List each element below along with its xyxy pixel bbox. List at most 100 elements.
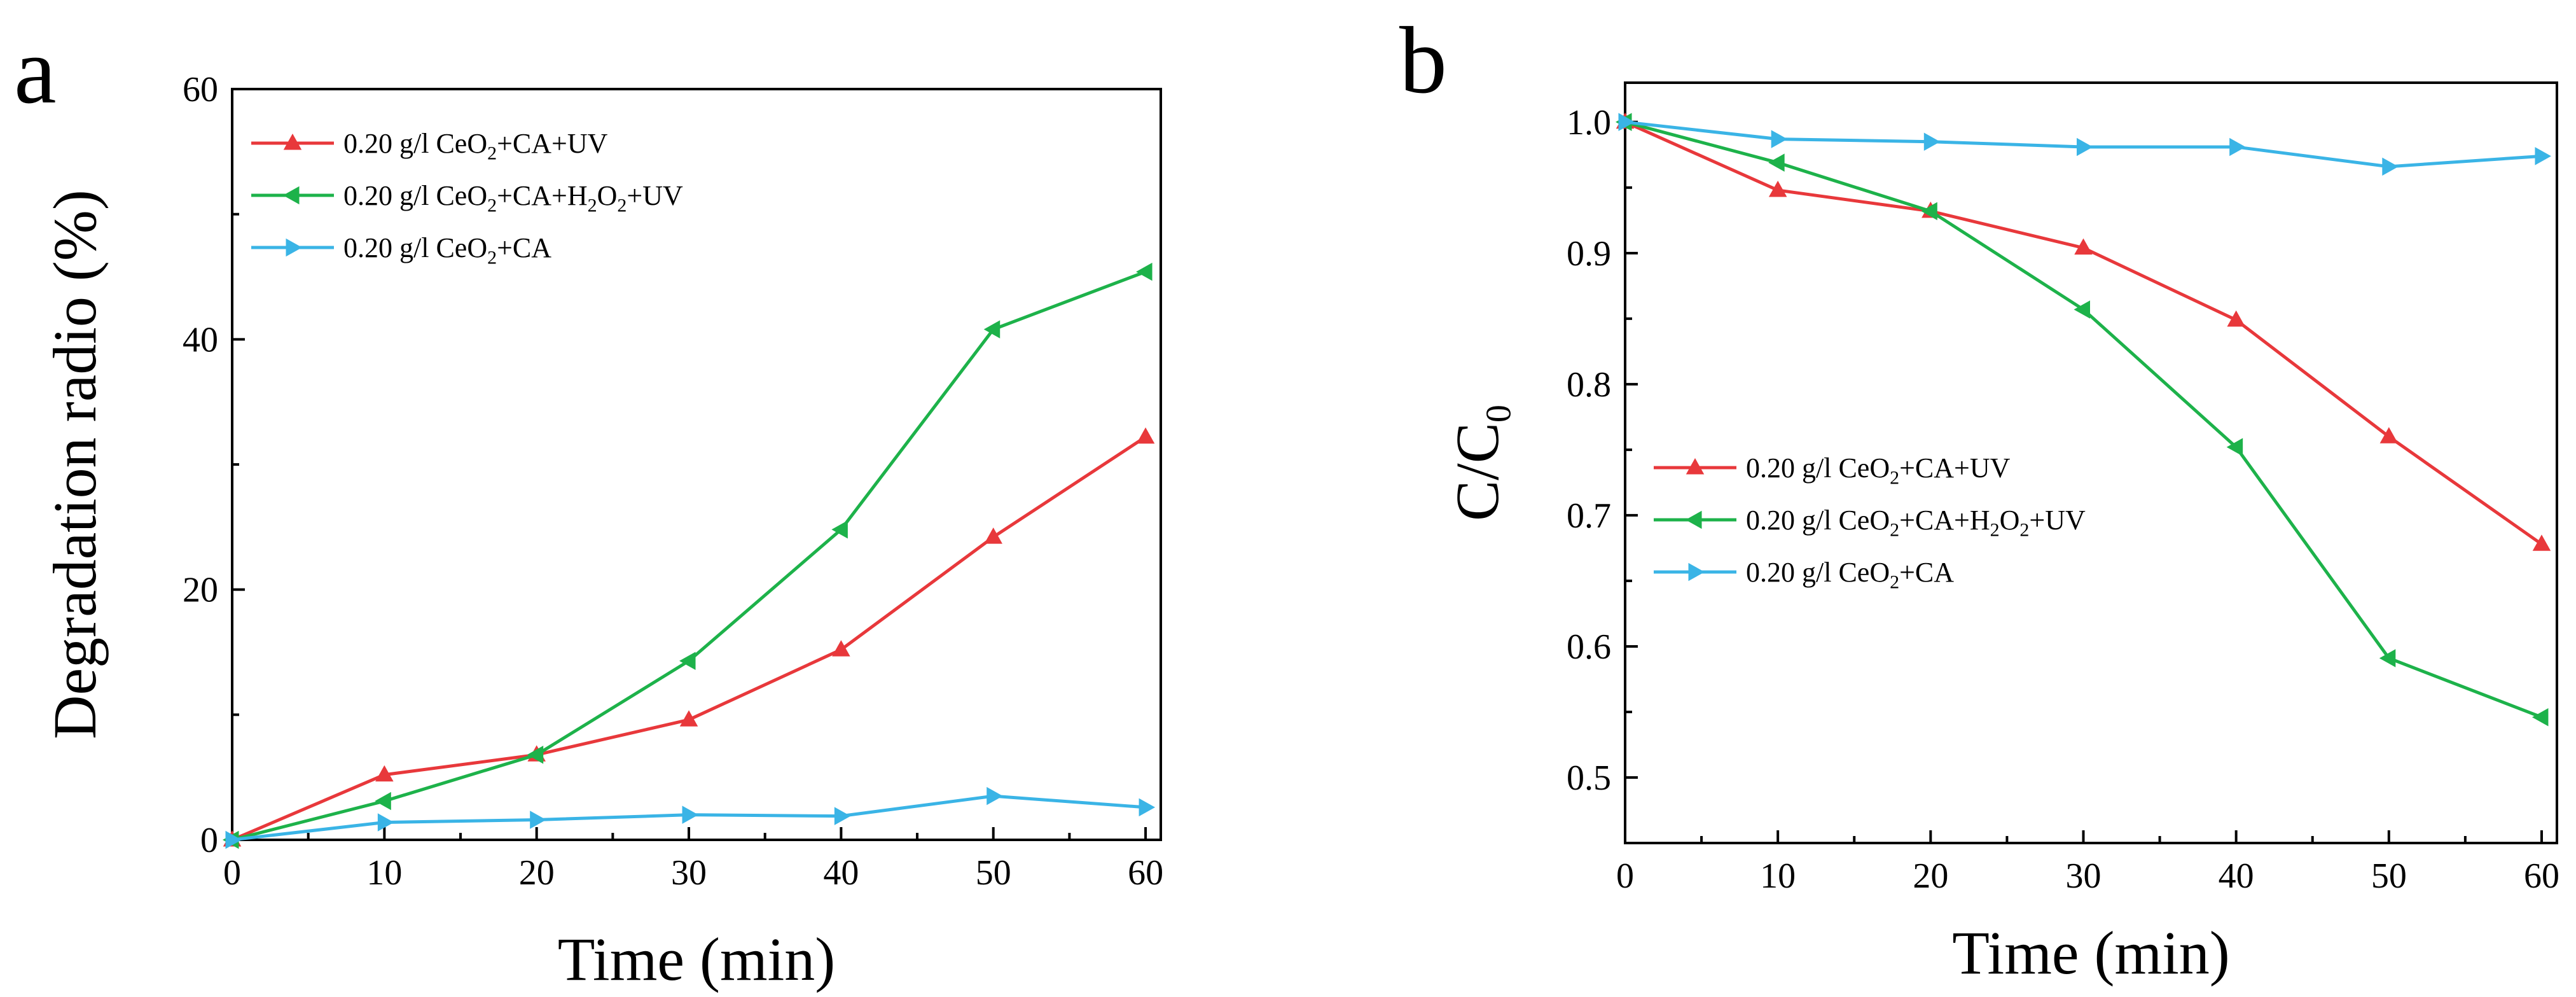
legend-marker <box>286 238 302 257</box>
series-line-1 <box>232 270 1146 842</box>
chart-panel-a: 0 10 20 30 40 50 60 0 20 40 60 Time (min) Degradatio… <box>41 70 1163 993</box>
x-tick-label: 50 <box>2371 856 2407 896</box>
x-axis-title: Time (min) <box>1952 919 2230 987</box>
y-tick-label: 0.8 <box>1567 365 1611 405</box>
data-point <box>377 813 394 832</box>
y-tick-label: 0.5 <box>1567 758 1611 798</box>
y-tick-label: 20 <box>183 571 218 610</box>
data-point <box>2076 137 2093 157</box>
data-point <box>530 811 546 829</box>
data-point <box>984 527 1002 544</box>
x-tick-label: 50 <box>976 853 1011 893</box>
y-tick-label: 0.6 <box>1567 627 1611 667</box>
x-tick-label: 40 <box>2219 856 2254 896</box>
x-tick-label: 30 <box>2065 856 2101 896</box>
legend-entry: 0.20 g/l CeO2+CA+UV <box>1746 452 2011 489</box>
data-point <box>1768 153 1785 172</box>
y-tick-label: 60 <box>183 70 218 109</box>
x-tick-label: 20 <box>1913 856 1948 896</box>
data-point <box>1771 130 1788 148</box>
data-point <box>1139 798 1156 817</box>
legend-entry-part: 2 <box>588 195 597 216</box>
legend-entry-part: O <box>597 180 618 211</box>
data-point <box>1923 132 1941 151</box>
legend-entry-part: +UV <box>627 180 683 211</box>
data-point <box>679 710 698 727</box>
legend-entry-part: 0.20 g/l CeO <box>343 128 487 159</box>
legend-entry-part: 2 <box>487 248 497 268</box>
x-tick-label: 0 <box>223 853 241 893</box>
data-point <box>2229 137 2246 157</box>
data-point <box>2226 438 2243 457</box>
y-axis-title: Degradation radio (%) <box>41 190 109 739</box>
legend-entry-part: 2 <box>1890 520 1899 541</box>
legend-entry-part: 2 <box>487 195 497 216</box>
legend-entry-part: 0.20 g/l CeO <box>1746 452 1890 484</box>
x-tick-label: 40 <box>823 853 859 893</box>
data-point <box>2382 157 2399 176</box>
data-point <box>2379 649 2396 667</box>
data-point <box>2535 147 2551 165</box>
legend-marker <box>1688 562 1705 582</box>
data-point <box>1618 113 1635 132</box>
x-tick-label: 10 <box>366 853 402 893</box>
y-tick-label: 0 <box>200 821 218 860</box>
legend-entry: 0.20 g/l CeO2+CA <box>343 232 551 268</box>
plot-frame <box>1624 81 2558 844</box>
legend-entry-part: 0.20 g/l CeO <box>1746 557 1890 588</box>
legend-entry-part: 2 <box>1990 520 2000 541</box>
x-tick-label: 10 <box>1760 856 1796 896</box>
data-point <box>2074 300 2090 319</box>
series-line-1 <box>1624 120 2542 719</box>
x-axis-title: Time (min) <box>558 925 836 993</box>
legend-marker <box>283 186 300 205</box>
data-point <box>983 320 1001 338</box>
data-point <box>2379 427 2399 443</box>
y-tick-label: 40 <box>183 320 218 359</box>
data-point <box>2227 310 2245 327</box>
legend-entry-part: +CA <box>1899 557 1954 588</box>
y-axis-title-part: 0 <box>1479 405 1519 422</box>
legend-entry-part: O <box>2000 505 2020 536</box>
y-axis-title: C/C0 <box>1443 405 1519 521</box>
legend-entry-part: 0.20 g/l CeO <box>343 180 487 211</box>
legend-entry-part: +CA+H <box>1899 505 1990 536</box>
legend-entry-part: +CA <box>497 232 551 263</box>
data-point <box>375 791 391 811</box>
legend-entry-part: 0.20 g/l CeO <box>1746 505 1890 536</box>
panel-b-label: b <box>1399 8 1447 113</box>
legend-entry-part: 2 <box>1890 468 1899 489</box>
data-point <box>1921 202 1937 221</box>
x-tick-label: 20 <box>519 853 555 893</box>
y-tick-label: 1.0 <box>1567 103 1611 143</box>
legend-entry-part: 2 <box>617 195 627 216</box>
y-axis-title-part: C/C <box>1443 422 1511 521</box>
x-tick-label: 60 <box>2524 856 2559 896</box>
legend-entry-part: +CA+UV <box>1899 452 2011 484</box>
legend-entry-part: 2 <box>2019 520 2029 541</box>
data-point <box>682 805 699 824</box>
legend-marker <box>1686 510 1702 529</box>
y-tick-label: 0.7 <box>1567 496 1611 536</box>
legend-entry-part: +CA+UV <box>497 128 608 159</box>
legend-entry: 0.20 g/l CeO2+CA+UV <box>343 128 608 164</box>
legend-marker <box>283 134 302 150</box>
data-point <box>679 652 696 671</box>
data-point <box>1136 427 1155 444</box>
legend-entry: 0.20 g/l CeO2+CA <box>1746 557 1954 593</box>
data-point <box>987 786 1003 805</box>
legend-entry-part: 2 <box>487 143 497 164</box>
data-point <box>2074 238 2093 255</box>
data-point <box>834 807 851 825</box>
data-point <box>527 746 544 764</box>
data-point <box>1136 262 1153 281</box>
legend-entry-part: 0.20 g/l CeO <box>343 232 487 263</box>
legend-entry-part: +CA+H <box>497 180 588 211</box>
panel-a-label: a <box>14 18 57 123</box>
x-tick-label: 60 <box>1128 853 1163 893</box>
data-point <box>225 830 242 849</box>
legend-entry-part: +UV <box>2029 505 2086 536</box>
series-line-0 <box>232 435 1147 842</box>
x-tick-label: 0 <box>1616 856 1634 896</box>
